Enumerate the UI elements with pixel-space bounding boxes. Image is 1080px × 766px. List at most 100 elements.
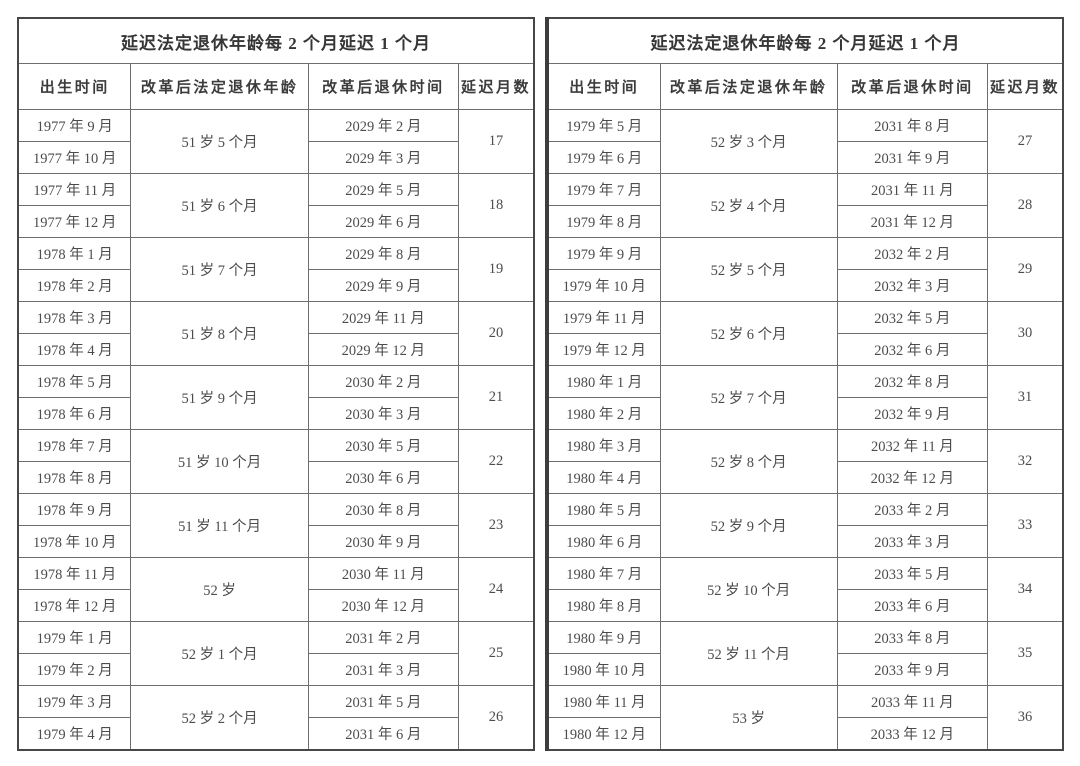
age-cell: 51 岁 7 个月 — [130, 237, 309, 302]
birth-cell: 1980 年 4 月 — [546, 461, 661, 494]
birth-cell: 1979 年 4 月 — [17, 717, 132, 751]
retirement-cell: 2032 年 8 月 — [836, 365, 988, 398]
age-cell: 52 岁 3 个月 — [659, 109, 838, 174]
retirement-cell: 2031 年 11 月 — [836, 173, 988, 206]
months-cell: 22 — [457, 429, 535, 494]
birth-cell: 1979 年 9 月 — [546, 237, 661, 270]
retirement-cell: 2033 年 3 月 — [836, 525, 988, 558]
table-row: 1980 年 2 月 2032 年 9 月 — [546, 397, 1063, 430]
retirement-cell: 2033 年 5 月 — [836, 557, 988, 590]
age-cell: 51 岁 9 个月 — [130, 365, 309, 430]
table-title-row: 延迟法定退休年龄每 2 个月延迟 1 个月 — [546, 17, 1064, 64]
table-row: 1978 年 2 月 2029 年 9 月 — [17, 269, 534, 302]
table-row: 1979 年 11 月 52 岁 6 个月 2032 年 5 月 30 — [546, 301, 1064, 366]
birth-cell: 1979 年 11 月 — [546, 301, 661, 334]
table-row: 1977 年 12 月 2029 年 6 月 — [17, 205, 534, 238]
months-cell: 35 — [986, 621, 1064, 686]
birth-cell: 1978 年 1 月 — [17, 237, 132, 270]
birth-cell: 1980 年 10 月 — [546, 653, 661, 686]
retirement-cell: 2032 年 11 月 — [836, 429, 988, 462]
retirement-cell: 2032 年 2 月 — [836, 237, 988, 270]
retirement-cell: 2030 年 3 月 — [307, 397, 459, 430]
age-cell: 52 岁 9 个月 — [659, 493, 838, 558]
table-row: 1979 年 2 月 2031 年 3 月 — [17, 653, 534, 686]
birth-cell: 1980 年 7 月 — [546, 557, 661, 590]
months-cell: 21 — [457, 365, 535, 430]
table-row: 1980 年 4 月 2032 年 12 月 — [546, 461, 1063, 494]
retirement-cell: 2030 年 2 月 — [307, 365, 459, 398]
birth-cell: 1979 年 8 月 — [546, 205, 661, 238]
col-header-age: 改革后法定退休年龄 — [130, 63, 309, 110]
birth-cell: 1980 年 12 月 — [546, 717, 661, 751]
col-header-retire: 改革后退休时间 — [307, 63, 459, 110]
table-row: 1978 年 10 月 2030 年 9 月 — [17, 525, 534, 558]
birth-cell: 1980 年 8 月 — [546, 589, 661, 622]
col-header-months: 延迟月数 — [457, 63, 535, 110]
table-row: 1979 年 8 月 2031 年 12 月 — [546, 205, 1063, 238]
retirement-cell: 2029 年 9 月 — [307, 269, 459, 302]
column-header-row: 出生时间 改革后法定退休年龄 改革后退休时间 延迟月数 — [17, 63, 535, 110]
age-cell: 52 岁 11 个月 — [659, 621, 838, 686]
age-cell: 53 岁 — [659, 685, 838, 751]
table-row: 1978 年 1 月 51 岁 7 个月 2029 年 8 月 19 — [17, 237, 535, 302]
months-cell: 32 — [986, 429, 1064, 494]
table-row: 1978 年 4 月 2029 年 12 月 — [17, 333, 534, 366]
table-row: 1980 年 5 月 52 岁 9 个月 2033 年 2 月 33 — [546, 493, 1064, 558]
retirement-cell: 2029 年 8 月 — [307, 237, 459, 270]
table-row: 1979 年 3 月 52 岁 2 个月 2031 年 5 月 26 — [17, 685, 535, 751]
months-cell: 36 — [986, 685, 1064, 751]
months-cell: 26 — [457, 685, 535, 751]
col-header-birth: 出生时间 — [17, 63, 132, 110]
birth-cell: 1979 年 12 月 — [546, 333, 661, 366]
birth-cell: 1979 年 6 月 — [546, 141, 661, 174]
age-cell: 52 岁 7 个月 — [659, 365, 838, 430]
birth-cell: 1978 年 5 月 — [17, 365, 132, 398]
retirement-cell: 2031 年 8 月 — [836, 109, 988, 142]
table-row: 1979 年 1 月 52 岁 1 个月 2031 年 2 月 25 — [17, 621, 535, 686]
retirement-cell: 2033 年 2 月 — [836, 493, 988, 526]
months-cell: 33 — [986, 493, 1064, 558]
retirement-cell: 2033 年 6 月 — [836, 589, 988, 622]
retirement-cell: 2032 年 6 月 — [836, 333, 988, 366]
col-header-retire: 改革后退休时间 — [836, 63, 988, 110]
retirement-cell: 2030 年 9 月 — [307, 525, 459, 558]
retirement-cell: 2032 年 5 月 — [836, 301, 988, 334]
age-cell: 51 岁 8 个月 — [130, 301, 309, 366]
retirement-cell: 2033 年 12 月 — [836, 717, 988, 751]
birth-cell: 1979 年 2 月 — [17, 653, 132, 686]
birth-cell: 1980 年 11 月 — [546, 685, 661, 718]
col-header-months: 延迟月数 — [986, 63, 1064, 110]
table-row: 1980 年 3 月 52 岁 8 个月 2032 年 11 月 32 — [546, 429, 1064, 494]
age-cell: 52 岁 10 个月 — [659, 557, 838, 622]
months-cell: 25 — [457, 621, 535, 686]
birth-cell: 1978 年 7 月 — [17, 429, 132, 462]
months-cell: 29 — [986, 237, 1064, 302]
age-cell: 52 岁 1 个月 — [130, 621, 309, 686]
age-cell: 51 岁 10 个月 — [130, 429, 309, 494]
age-cell: 51 岁 11 个月 — [130, 493, 309, 558]
birth-cell: 1979 年 1 月 — [17, 621, 132, 654]
table-title: 延迟法定退休年龄每 2 个月延迟 1 个月 — [546, 17, 1064, 64]
birth-cell: 1979 年 5 月 — [546, 109, 661, 142]
table-row: 1980 年 6 月 2033 年 3 月 — [546, 525, 1063, 558]
table-row: 1978 年 5 月 51 岁 9 个月 2030 年 2 月 21 — [17, 365, 535, 430]
birth-cell: 1979 年 10 月 — [546, 269, 661, 302]
age-cell: 52 岁 6 个月 — [659, 301, 838, 366]
column-header-row: 出生时间 改革后法定退休年龄 改革后退休时间 延迟月数 — [546, 63, 1064, 110]
col-header-age: 改革后法定退休年龄 — [659, 63, 838, 110]
retirement-cell: 2030 年 6 月 — [307, 461, 459, 494]
table-row: 1980 年 9 月 52 岁 11 个月 2033 年 8 月 35 — [546, 621, 1064, 686]
retirement-cell: 2030 年 12 月 — [307, 589, 459, 622]
age-cell: 52 岁 4 个月 — [659, 173, 838, 238]
table-row: 1977 年 10 月 2029 年 3 月 — [17, 141, 534, 174]
table-row: 1979 年 5 月 52 岁 3 个月 2031 年 8 月 27 — [546, 109, 1064, 174]
months-cell: 24 — [457, 557, 535, 622]
retirement-cell: 2032 年 12 月 — [836, 461, 988, 494]
birth-cell: 1979 年 3 月 — [17, 685, 132, 718]
retirement-cell: 2029 年 6 月 — [307, 205, 459, 238]
birth-cell: 1977 年 11 月 — [17, 173, 132, 206]
table-row: 1977 年 11 月 51 岁 6 个月 2029 年 5 月 18 — [17, 173, 535, 238]
birth-cell: 1978 年 4 月 — [17, 333, 132, 366]
table-title-row: 延迟法定退休年龄每 2 个月延迟 1 个月 — [17, 17, 535, 64]
